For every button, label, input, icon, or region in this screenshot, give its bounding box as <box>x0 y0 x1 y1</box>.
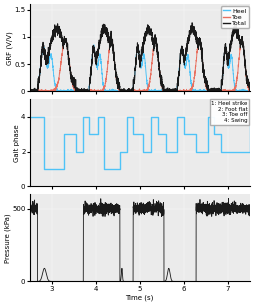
Legend: Heel, Toe, Total: Heel, Toe, Total <box>221 6 249 28</box>
Y-axis label: GRF (V/V): GRF (V/V) <box>6 31 13 65</box>
Y-axis label: Pressure (kPa): Pressure (kPa) <box>4 213 11 263</box>
Y-axis label: Gait phase: Gait phase <box>13 124 20 162</box>
Text: 1: Heel strike
2: Foot flat
3: Toe off
4: Swing: 1: Heel strike 2: Foot flat 3: Toe off 4… <box>211 101 248 123</box>
X-axis label: Time (s): Time (s) <box>125 294 154 301</box>
